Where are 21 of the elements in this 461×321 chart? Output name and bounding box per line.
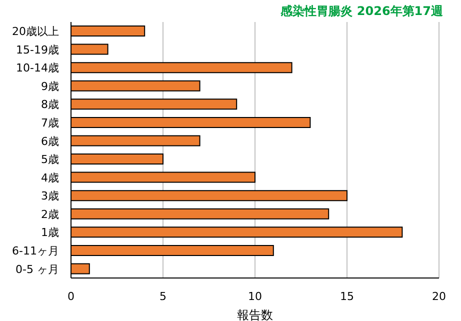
y-tick-label: 7歳: [41, 116, 59, 130]
y-tick-label: 8歳: [41, 98, 59, 112]
y-tick-label: 1歳: [41, 226, 59, 240]
x-tick-label: 15: [340, 290, 354, 303]
y-tick-label: 20歳以上: [12, 25, 59, 38]
y-tick-label: 5歳: [41, 153, 59, 166]
y-tick-label: 9歳: [41, 80, 59, 93]
y-tick-label: 4歳: [41, 171, 59, 184]
y-tick-label: 0-5 ヶ月: [16, 262, 59, 276]
y-tick-label: 15-19歳: [16, 43, 59, 56]
x-tick-label: 20: [432, 290, 446, 303]
x-axis-title: 報告数: [237, 308, 273, 321]
chart-title: 感染性胃腸炎 2026年第17週: [280, 3, 443, 20]
x-tick-label: 10: [248, 290, 262, 303]
y-tick-label: 2歳: [41, 208, 59, 221]
y-tick-label: 3歳: [41, 190, 59, 203]
y-tick-label: 10-14歳: [16, 62, 59, 75]
y-tick-label: 6歳: [41, 134, 59, 148]
x-tick-label: 5: [160, 290, 166, 303]
y-tick-label: 6-11ヶ月: [12, 244, 59, 258]
x-tick-label: 0: [68, 290, 74, 303]
